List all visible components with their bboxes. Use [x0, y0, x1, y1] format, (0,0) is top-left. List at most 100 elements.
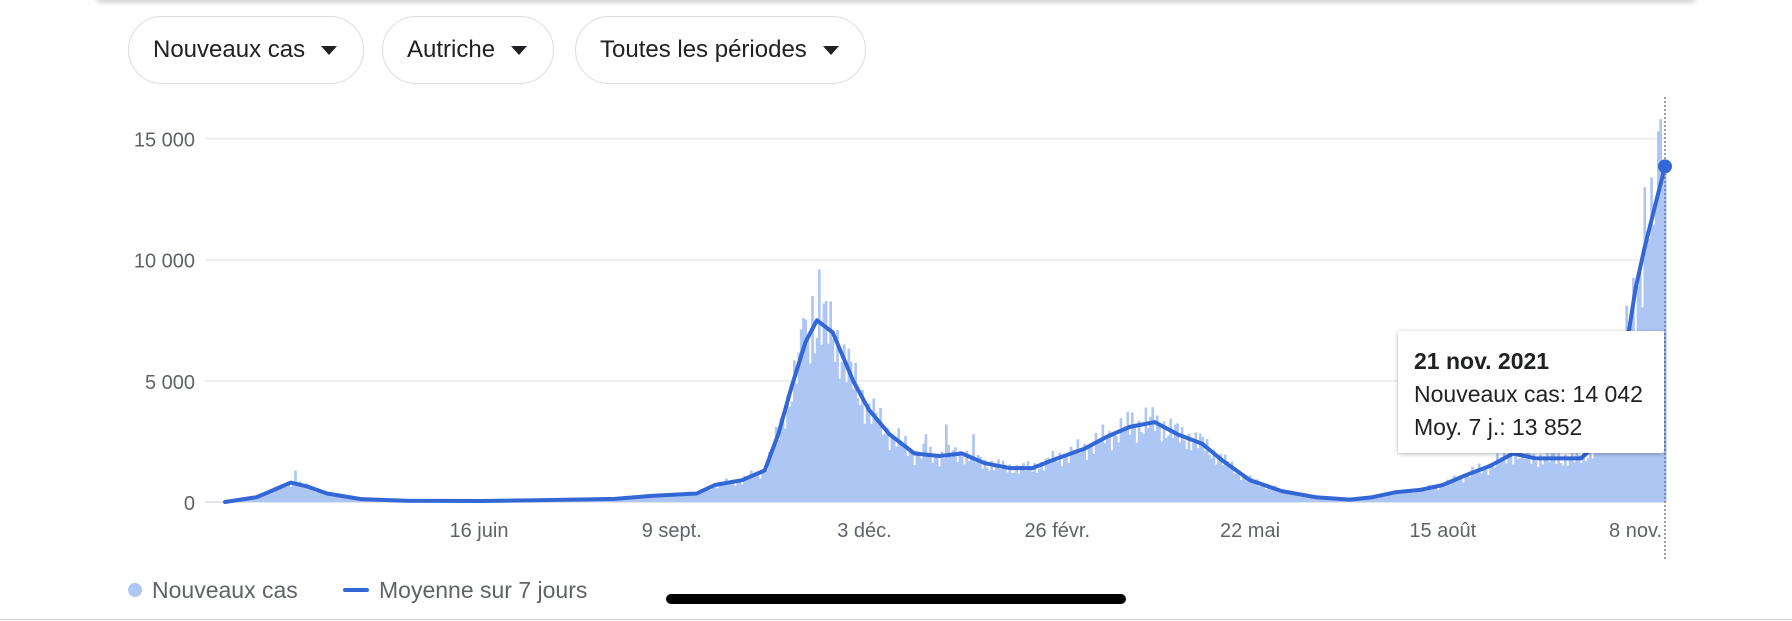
daily-cases-bar — [659, 496, 662, 502]
daily-cases-bar — [1171, 437, 1175, 502]
daily-cases-bar — [1312, 497, 1316, 502]
daily-cases-bar — [818, 269, 821, 502]
daily-cases-bar — [1491, 466, 1495, 502]
daily-cases-bar — [960, 456, 964, 502]
daily-cases-bar — [1053, 459, 1057, 502]
daily-cases-bar — [1530, 463, 1533, 502]
daily-cases-bar — [291, 483, 295, 502]
daily-cases-bar — [890, 434, 894, 502]
daily-cases-bar — [260, 496, 263, 502]
daily-cases-bar — [253, 497, 257, 502]
daily-cases-bar — [1276, 489, 1279, 502]
daily-cases-bar — [747, 477, 751, 502]
daily-cases-bar — [1035, 472, 1039, 502]
daily-cases-bar — [777, 440, 780, 502]
daily-cases-bar — [734, 485, 737, 502]
daily-cases-bar — [1375, 496, 1379, 502]
daily-cases-bar — [883, 433, 887, 502]
metric-filter-dropdown[interactable]: Nouveaux cas — [128, 16, 365, 84]
x-tick-label: 26 févr. — [1024, 520, 1090, 542]
daily-cases-bar — [695, 492, 699, 502]
daily-cases-bar — [1149, 416, 1152, 502]
daily-cases-bar — [1607, 404, 1610, 502]
daily-cases-bar — [706, 486, 710, 502]
daily-cases-bar — [339, 497, 343, 502]
daily-cases-bar — [770, 455, 774, 502]
daily-cases-bar — [1303, 494, 1306, 502]
daily-cases-bar — [273, 487, 277, 502]
daily-cases-bar — [1473, 471, 1477, 502]
x-tick-label: 3 déc. — [837, 520, 891, 542]
daily-cases-bar — [881, 434, 885, 502]
daily-cases-bar — [711, 486, 715, 502]
daily-cases-bar — [1026, 461, 1030, 502]
daily-cases-bar — [672, 495, 676, 502]
daily-cases-bar — [731, 479, 735, 502]
daily-cases-bar — [931, 462, 935, 502]
daily-cases-bar — [935, 456, 939, 502]
daily-cases-bar — [727, 483, 730, 502]
daily-cases-bar — [287, 482, 291, 502]
period-filter-dropdown[interactable]: Toutes les périodes — [575, 16, 866, 84]
daily-cases-bar — [861, 389, 864, 502]
daily-cases-bar — [1130, 412, 1134, 502]
daily-cases-bar — [802, 317, 805, 502]
daily-cases-bar — [852, 389, 855, 502]
daily-cases-bar — [300, 483, 304, 502]
daily-cases-bar — [1466, 474, 1470, 502]
daily-cases-bar — [1543, 459, 1547, 502]
daily-cases-bar — [1657, 131, 1660, 502]
hover-marker — [1658, 97, 1672, 560]
daily-cases-bar — [1559, 463, 1563, 502]
daily-cases-bar — [1253, 482, 1257, 502]
x-tick-label: 16 juin — [450, 520, 509, 542]
daily-cases-bar — [285, 486, 288, 502]
daily-cases-bar — [629, 498, 633, 502]
daily-cases-bar — [1056, 461, 1059, 502]
daily-cases-bar — [1158, 425, 1161, 502]
daily-cases-bar — [872, 398, 876, 502]
daily-cases-bar — [1049, 463, 1052, 502]
daily-cases-bar — [1069, 446, 1073, 502]
daily-cases-bar — [1616, 408, 1619, 502]
daily-cases-bar — [924, 434, 928, 502]
country-filter-dropdown[interactable]: Autriche — [382, 16, 555, 84]
daily-cases-bar — [1369, 497, 1372, 502]
daily-cases-bar — [1502, 450, 1506, 502]
daily-cases-bar — [865, 406, 869, 502]
daily-cases-bar — [1539, 454, 1542, 502]
legend-label-new-cases: Nouveaux cas — [152, 576, 298, 603]
daily-cases-bar — [756, 471, 760, 502]
daily-cases-bar — [1364, 498, 1368, 502]
seven-day-average-line — [223, 164, 1667, 504]
daily-cases-bar — [1223, 454, 1227, 502]
daily-cases-bar — [956, 461, 960, 502]
daily-cases-bar — [867, 403, 871, 502]
legend-item-seven-day-average[interactable]: Moyenne sur 7 jours — [343, 576, 587, 604]
daily-cases-bar — [1437, 489, 1440, 502]
daily-cases-bar — [1024, 470, 1028, 502]
daily-cases-bar — [1518, 458, 1522, 502]
daily-cases-bar — [1257, 486, 1261, 502]
daily-cases-bar — [666, 496, 669, 502]
daily-cases-bar — [1541, 464, 1545, 502]
daily-cases-bar — [979, 456, 982, 502]
daily-cases-bar — [1561, 465, 1565, 502]
daily-cases-bar — [1570, 451, 1574, 502]
daily-cases-bar — [840, 361, 844, 502]
x-tick-label: 22 mai — [1220, 520, 1280, 542]
daily-cases-bar — [1457, 478, 1461, 502]
y-tick-label: 15 000 — [134, 130, 195, 152]
daily-cases-bar — [1078, 453, 1082, 502]
legend-item-new-cases[interactable]: Nouveaux cas — [128, 576, 298, 604]
axis-labels: 0 5 000 10 000 15 000 16 juin 9 sept. 3 déc. 26… — [134, 130, 1662, 542]
tooltip-seven-day-average: Moy. 7 j.: 13 852 — [1414, 414, 1583, 440]
daily-cases-bar — [797, 352, 801, 502]
daily-cases-bar — [1307, 497, 1311, 502]
daily-cases-bar — [1031, 471, 1034, 502]
daily-cases-bar — [681, 493, 685, 502]
cases-chart[interactable]: 0 5 000 10 000 15 000 16 juin 9 sept. 3 déc. 26… — [0, 95, 1792, 565]
daily-cases-bar — [634, 497, 637, 502]
daily-cases-bar — [967, 461, 971, 502]
daily-cases-bar — [1446, 479, 1449, 502]
